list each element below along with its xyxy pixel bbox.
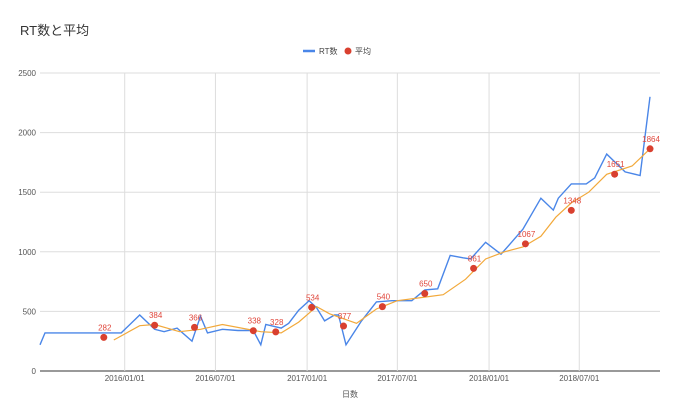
y-tick-label: 1500 [18,188,36,197]
average-point-label: 540 [377,293,391,302]
average-point [521,240,529,248]
average-point-label: 1651 [607,160,625,169]
average-point-label: 650 [419,280,433,289]
x-tick-label: 2017/07/01 [377,374,418,383]
average-point-label: 282 [98,323,112,332]
average-point [611,170,619,178]
x-tick-label: 2016/01/01 [105,374,146,383]
average-point [272,328,280,336]
y-tick-label: 1000 [18,248,36,257]
average-point [567,206,575,214]
x-tick-label: 2017/01/01 [287,374,328,383]
average-point-label: 1348 [563,196,581,205]
y-tick-label: 2500 [18,69,36,78]
average-point-label: 534 [306,293,320,302]
y-tick-label: 0 [32,367,37,376]
chart-title: RT数と平均 [20,23,90,38]
legend: RT数 平均 [303,46,371,56]
legend-label-rt: RT数 [319,46,338,56]
series-points [100,145,654,341]
x-tick-label: 2018/07/01 [559,374,600,383]
average-point-label: 384 [149,311,163,320]
average-point-label: 1067 [518,230,536,239]
average-point [151,321,159,329]
average-point [421,290,429,298]
legend-swatch-avg [344,47,352,55]
x-tick-label: 2016/07/01 [195,374,236,383]
average-point-label: 338 [248,317,262,326]
average-point-label: 1864 [642,135,660,144]
series-line-average [113,148,651,341]
average-point [249,327,257,335]
x-axis-label: 日数 [342,389,358,399]
average-point [646,145,654,153]
average-point [100,333,108,341]
average-point-label: 861 [468,254,482,263]
average-point [308,303,316,311]
y-tick-label: 2000 [18,129,36,138]
point-labels: 282 384 366 338 328 534 377 540 650 861 1067 1348 16… [98,135,660,333]
average-point-label: 328 [270,318,284,327]
legend-label-avg: 平均 [355,46,371,56]
average-point [378,303,386,311]
y-axis-ticks: 0 500 1000 1500 2000 2500 [18,69,36,376]
y-tick-label: 500 [23,307,37,316]
average-point-label: 377 [338,312,352,321]
series-line-rt [39,96,651,347]
x-tick-label: 2018/01/01 [469,374,510,383]
x-axis-ticks: 2016/01/01 2016/07/01 2017/01/01 2017/07/01… [105,374,600,383]
average-point-label: 366 [189,313,203,322]
average-point [470,264,478,272]
grid [40,72,660,372]
series-lines [39,96,651,347]
average-point [340,322,348,330]
average-point [191,323,199,331]
